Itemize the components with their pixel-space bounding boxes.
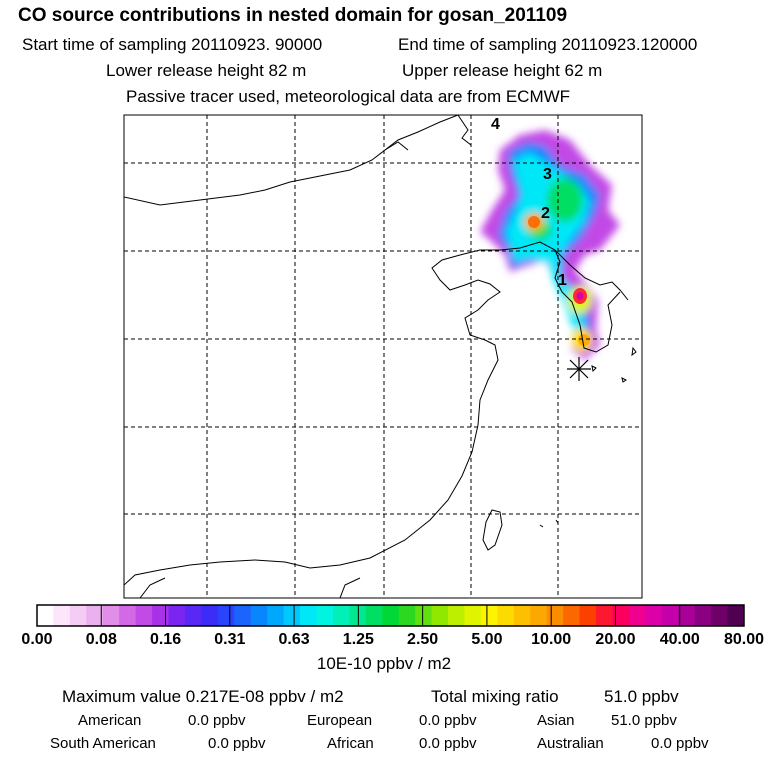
total-mixing-ratio-label: Total mixing ratio bbox=[431, 687, 559, 706]
legend-color-cell bbox=[217, 605, 235, 626]
region-name-australian: Australian bbox=[537, 735, 604, 752]
legend-color-cell bbox=[300, 605, 318, 626]
legend-color-cell bbox=[645, 605, 663, 626]
legend-color-cell bbox=[480, 605, 498, 626]
legend-color-cell bbox=[168, 605, 186, 626]
trajectory-marker-3: 3 bbox=[543, 166, 552, 183]
legend-color-cell bbox=[546, 605, 564, 626]
region-name-european: European bbox=[307, 712, 373, 729]
legend-tick-label: 5.00 bbox=[471, 631, 503, 648]
legend-tick-label: 1.25 bbox=[342, 631, 374, 648]
region-name-south-american: South American bbox=[50, 735, 156, 752]
legend-tick-label: 0.63 bbox=[278, 631, 310, 648]
legend-color-cell bbox=[267, 605, 285, 626]
trajectory-marker-2: 2 bbox=[541, 205, 550, 222]
graticule bbox=[124, 115, 642, 598]
legend-color-cell bbox=[415, 605, 433, 626]
legend-color-cell bbox=[612, 605, 630, 626]
trajectory-marker-4: 4 bbox=[491, 116, 500, 133]
start-time-label: Start time of sampling 20110923. 90000 bbox=[22, 35, 323, 54]
legend-color-cell bbox=[596, 605, 613, 626]
region-value-south-american: 0.0 ppbv bbox=[208, 735, 266, 752]
legend-color-cell bbox=[464, 605, 482, 626]
region-name-african: African bbox=[327, 735, 374, 752]
legend-color-cell bbox=[497, 605, 515, 626]
legend-color-cell bbox=[102, 605, 120, 626]
legend-color-cell bbox=[135, 605, 153, 626]
legend-color-cell bbox=[152, 605, 170, 626]
legend-color-cell bbox=[579, 605, 597, 626]
legend-tick-label: 0.08 bbox=[85, 631, 117, 648]
lower-release-height-label: Lower release height 82 m bbox=[106, 61, 307, 80]
legend-color-cell bbox=[86, 605, 104, 626]
legend-color-cell bbox=[250, 605, 268, 626]
total-mixing-ratio-value: 51.0 ppbv bbox=[604, 687, 679, 706]
region-name-asian: Asian bbox=[537, 712, 575, 729]
receptor-star-icon bbox=[567, 357, 591, 381]
legend-color-cell bbox=[316, 605, 334, 626]
legend-color-cell bbox=[37, 605, 54, 626]
figure-title: CO source contributions in nested domain… bbox=[18, 5, 568, 26]
maximum-value-label: Maximum value 0.217E-08 ppbv / m2 bbox=[62, 687, 344, 706]
legend-tick-label: 20.00 bbox=[595, 631, 636, 648]
map-panel: 4 3 2 1 bbox=[123, 114, 643, 599]
region-value-american: 0.0 ppbv bbox=[188, 712, 246, 729]
legend-tick-label: 2.50 bbox=[407, 631, 439, 648]
legend-color-cell bbox=[365, 605, 383, 626]
legend-color-cell bbox=[694, 605, 712, 626]
legend-color-cell bbox=[283, 605, 301, 626]
trajectory-marker-1: 1 bbox=[558, 272, 567, 289]
upper-release-height-label: Upper release height 62 m bbox=[402, 61, 603, 80]
legend-tick-label: 40.00 bbox=[659, 631, 700, 648]
legend-tick-label: 0.16 bbox=[149, 631, 182, 648]
legend-color-cell bbox=[711, 605, 729, 626]
legend-color-cell bbox=[201, 605, 219, 626]
legend-color-cell bbox=[628, 605, 646, 626]
coastlines bbox=[124, 115, 637, 598]
legend-color-cell bbox=[184, 605, 202, 626]
color-legend bbox=[36, 604, 745, 627]
tracer-note-label: Passive tracer used, meteorological data… bbox=[126, 87, 571, 106]
legend-color-cell bbox=[398, 605, 416, 626]
legend-tick-label: 80.00 bbox=[723, 631, 765, 648]
legend-color-cell bbox=[234, 605, 252, 626]
legend-color-cell bbox=[382, 605, 400, 626]
legend-color-cell bbox=[448, 605, 465, 626]
map-frame bbox=[123, 114, 643, 599]
legend-color-cell bbox=[530, 605, 548, 626]
legend-units: 10E-10 ppbv / m2 bbox=[316, 654, 452, 673]
legend-color-cell bbox=[661, 605, 679, 626]
region-value-african: 0.0 ppbv bbox=[419, 735, 477, 752]
trajectory-markers: 4 3 2 1 bbox=[491, 116, 567, 289]
concentration-field bbox=[480, 130, 620, 360]
legend-color-cell bbox=[727, 605, 745, 626]
legend-color-cell bbox=[119, 605, 137, 626]
region-value-australian: 0.0 ppbv bbox=[651, 735, 709, 752]
legend-color-cell bbox=[563, 605, 581, 626]
end-time-label: End time of sampling 20110923.120000 bbox=[398, 35, 698, 54]
legend-tick-label: 0.31 bbox=[214, 631, 246, 648]
legend-color-cell bbox=[678, 605, 696, 626]
legend-tick-label: 0.00 bbox=[21, 631, 53, 648]
region-value-asian: 51.0 ppbv bbox=[611, 712, 677, 729]
legend-color-cell bbox=[332, 605, 350, 626]
legend-tick-label: 10.00 bbox=[531, 631, 572, 648]
legend-color-cell bbox=[69, 605, 87, 626]
legend-color-cell bbox=[53, 605, 71, 626]
legend-color-cell bbox=[513, 605, 531, 626]
region-value-european: 0.0 ppbv bbox=[419, 712, 477, 729]
region-name-american: American bbox=[78, 712, 142, 729]
legend-color-cell bbox=[431, 605, 449, 626]
